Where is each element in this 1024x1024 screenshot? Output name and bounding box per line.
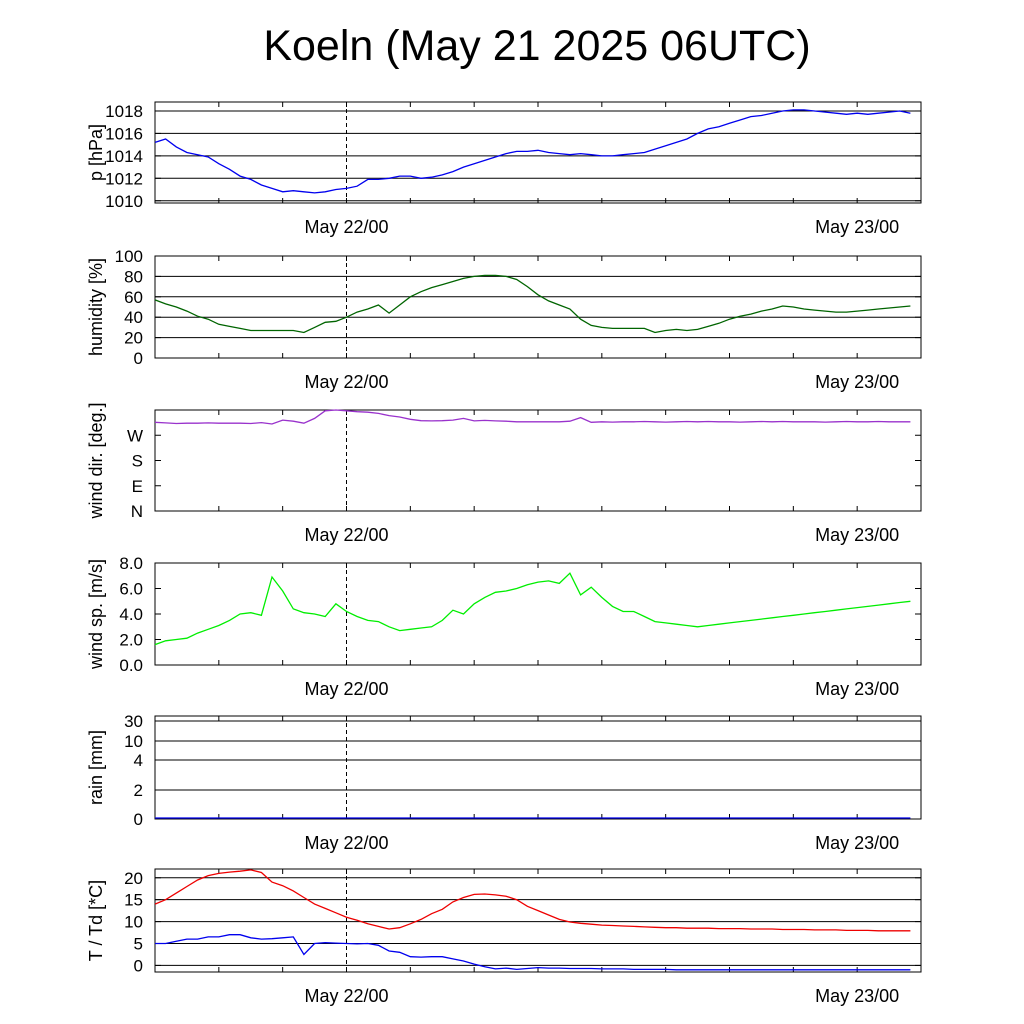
x-tick-label: May 23/00: [815, 217, 899, 237]
x-tick-label: May 22/00: [304, 372, 388, 392]
x-tick-label: May 22/00: [304, 525, 388, 545]
y-tick-label: 10: [124, 913, 143, 932]
y-tick-label: 0: [134, 810, 143, 829]
y-tick-label: W: [127, 426, 143, 445]
y-tick-label: N: [131, 502, 143, 521]
series-line-1: [154, 572, 911, 646]
y-axis-label: T / Td [*C]: [86, 880, 106, 961]
y-tick-label: 1018: [105, 102, 143, 121]
y-tick-label: 4.0: [119, 605, 143, 624]
y-axis-label: humidity [%]: [86, 258, 106, 356]
x-tick-label: May 23/00: [815, 986, 899, 1006]
panel-frame: [154, 715, 922, 820]
panel-frame: [154, 409, 922, 512]
series-line-1: [154, 869, 911, 932]
y-tick-label: 100: [115, 247, 143, 266]
y-tick-label: 15: [124, 891, 143, 910]
x-tick-label: May 22/00: [304, 833, 388, 853]
y-tick-label: 10: [124, 732, 143, 751]
series-line-1: [154, 274, 911, 334]
y-tick-label: 20: [124, 869, 143, 888]
y-tick-label: 4: [134, 751, 143, 770]
y-tick-label: 6.0: [119, 580, 143, 599]
y-tick-label: 60: [124, 288, 143, 307]
y-tick-label: S: [132, 452, 143, 471]
y-axis-label: wind sp. [m/s]: [86, 559, 106, 670]
panel-4: 0.0 2.0 4.0 6.0 8.0 wind sp. [m/s] May 22/00 Ma…: [86, 554, 922, 699]
y-tick-label: 0: [134, 349, 143, 368]
y-tick-label: 80: [124, 267, 143, 286]
panel-frame: [154, 255, 922, 359]
y-tick-label: E: [132, 477, 143, 496]
panel-1: 1010 1012 1014 1016 1018 p [hPa] May 22/00 May …: [86, 101, 922, 237]
chart-title: Koeln (May 21 2025 06UTC): [263, 22, 811, 70]
y-tick-label: 20: [124, 329, 143, 348]
y-tick-label: 5: [134, 935, 143, 954]
y-tick-label: 0.0: [119, 656, 143, 675]
y-tick-label: 1016: [105, 124, 143, 143]
series-line-1: [154, 409, 911, 425]
y-tick-label: 8.0: [119, 554, 143, 573]
panel-6: 0 5 10 15 20 T / Td [*C] May 22/00 May 23/00: [86, 868, 922, 1006]
x-tick-label: May 23/00: [815, 525, 899, 545]
y-tick-label: 1014: [105, 147, 143, 166]
y-axis-label: p [hPa]: [86, 124, 106, 181]
y-axis-label: rain [mm]: [86, 730, 106, 805]
y-tick-label: 0: [134, 956, 143, 975]
x-tick-label: May 22/00: [304, 217, 388, 237]
y-tick-label: 40: [124, 308, 143, 327]
panel-frame: [154, 868, 922, 973]
y-tick-label: 2: [134, 781, 143, 800]
x-tick-label: May 22/00: [304, 986, 388, 1006]
x-tick-label: May 22/00: [304, 679, 388, 699]
x-tick-label: May 23/00: [815, 372, 899, 392]
series-line-1: [154, 109, 911, 194]
y-tick-label: 1012: [105, 169, 143, 188]
y-tick-label: 30: [124, 712, 143, 731]
y-axis-label: wind dir. [deg.]: [86, 402, 106, 519]
x-tick-label: May 23/00: [815, 679, 899, 699]
y-tick-label: 1010: [105, 192, 143, 211]
y-tick-label: 2.0: [119, 631, 143, 650]
series-line-2: [155, 934, 911, 971]
x-tick-label: May 23/00: [815, 833, 899, 853]
